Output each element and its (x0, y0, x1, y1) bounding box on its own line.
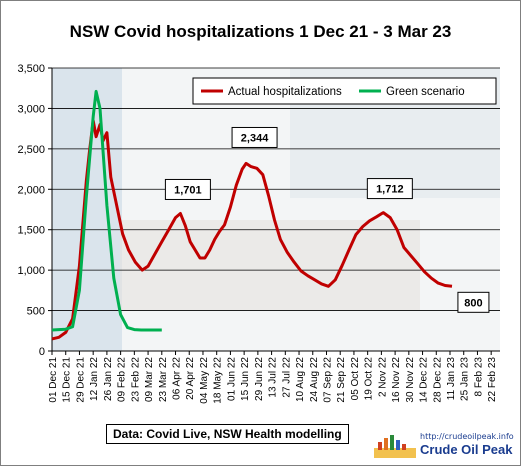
y-tick-label: 0 (39, 346, 45, 358)
green-scenario-line (51, 89, 162, 332)
x-tick-label: 28 Dec 22 (432, 357, 443, 403)
x-tick-label: 23 Mar 22 (158, 357, 169, 402)
chart-title: NSW Covid hospitalizations 1 Dec 21 - 3 … (69, 22, 452, 41)
data-label-box (164, 178, 211, 200)
legend-box (192, 77, 497, 105)
x-tick-label: 22 Feb 23 (487, 357, 498, 402)
x-tick-label: 2 Nov 22 (377, 357, 388, 397)
data-label: 2,344 (241, 132, 269, 144)
oil-derrick-logo (374, 435, 416, 458)
x-tick-label: 01 Dec 21 (48, 357, 59, 403)
x-tick-label: 09 Mar 22 (144, 357, 155, 402)
x-tick-label: 23 Feb 22 (130, 357, 141, 402)
x-tick-label: 30 Nov 22 (405, 357, 416, 403)
x-tick-label: 15 Jun 22 (240, 357, 251, 401)
x-tick-label: 04 May 22 (199, 357, 210, 404)
x-tick-label: 09 Feb 22 (117, 357, 128, 402)
y-tick-label: 3,000 (17, 103, 45, 115)
x-tick-label: 29 Jun 22 (254, 357, 265, 401)
x-tick-label: 14 Dec 22 (419, 357, 430, 403)
x-tick-label: 29 Dec 21 (75, 357, 86, 403)
x-tick-label: 27 Jul 22 (281, 357, 292, 398)
x-tick-label: 06 Apr 22 (172, 357, 183, 400)
x-tick-label: 13 Jul 22 (268, 357, 279, 398)
y-tick-label: 2,500 (17, 144, 45, 156)
y-tick-label: 2,000 (17, 184, 45, 196)
brand-name: Crude Oil Peak (420, 442, 513, 457)
legend-label-actual: Actual hospitalizations (228, 86, 342, 98)
x-tick-label: 21 Sep 22 (336, 357, 347, 403)
x-tick-label: 05 Oct 22 (350, 357, 361, 401)
x-tick-label: 8 Feb 23 (473, 357, 484, 397)
data-label-box (457, 291, 490, 313)
x-tick-label: 20 Apr 22 (185, 357, 196, 400)
x-tick-label: 16 Nov 22 (391, 357, 402, 403)
x-tick-label: 24 Aug 22 (309, 357, 320, 402)
x-tick-label: 25 Jan 23 (460, 357, 471, 401)
data-label-box (231, 126, 278, 148)
brand-logo-block: http://crudeoilpeak.info Crude Oil Peak (370, 432, 516, 460)
brand-url: http://crudeoilpeak.info (420, 432, 514, 441)
x-tick-label: 01 Jun 22 (226, 357, 237, 401)
x-tick-label: 10 Aug 22 (295, 357, 306, 402)
y-tick-label: 3,500 (17, 63, 45, 75)
data-label-box (366, 178, 413, 200)
x-tick-label: 26 Jan 22 (103, 357, 114, 401)
x-tick-label: 12 Jan 22 (89, 357, 100, 401)
x-tick-label: 19 Oct 22 (364, 357, 375, 401)
plot-background-shape (120, 220, 420, 310)
legend-label-green: Green scenario (386, 86, 465, 98)
data-label: 1,712 (376, 184, 404, 196)
data-label: 1,701 (174, 184, 202, 196)
x-tick-label: 15 Dec 21 (62, 357, 73, 403)
data-label: 800 (464, 297, 482, 309)
y-tick-label: 1,000 (17, 265, 45, 277)
y-tick-label: 1,500 (17, 225, 45, 237)
x-tick-label: 07 Sep 22 (322, 357, 333, 403)
actual-hospitalizations-line (51, 119, 453, 341)
x-tick-label: 18 May 22 (213, 357, 224, 404)
x-tick-label: 11 Jan 23 (446, 357, 457, 401)
plot-background-shape (52, 68, 122, 351)
source-note: Data: Covid Live, NSW Health modelling (106, 424, 349, 444)
y-tick-label: 500 (27, 306, 45, 318)
